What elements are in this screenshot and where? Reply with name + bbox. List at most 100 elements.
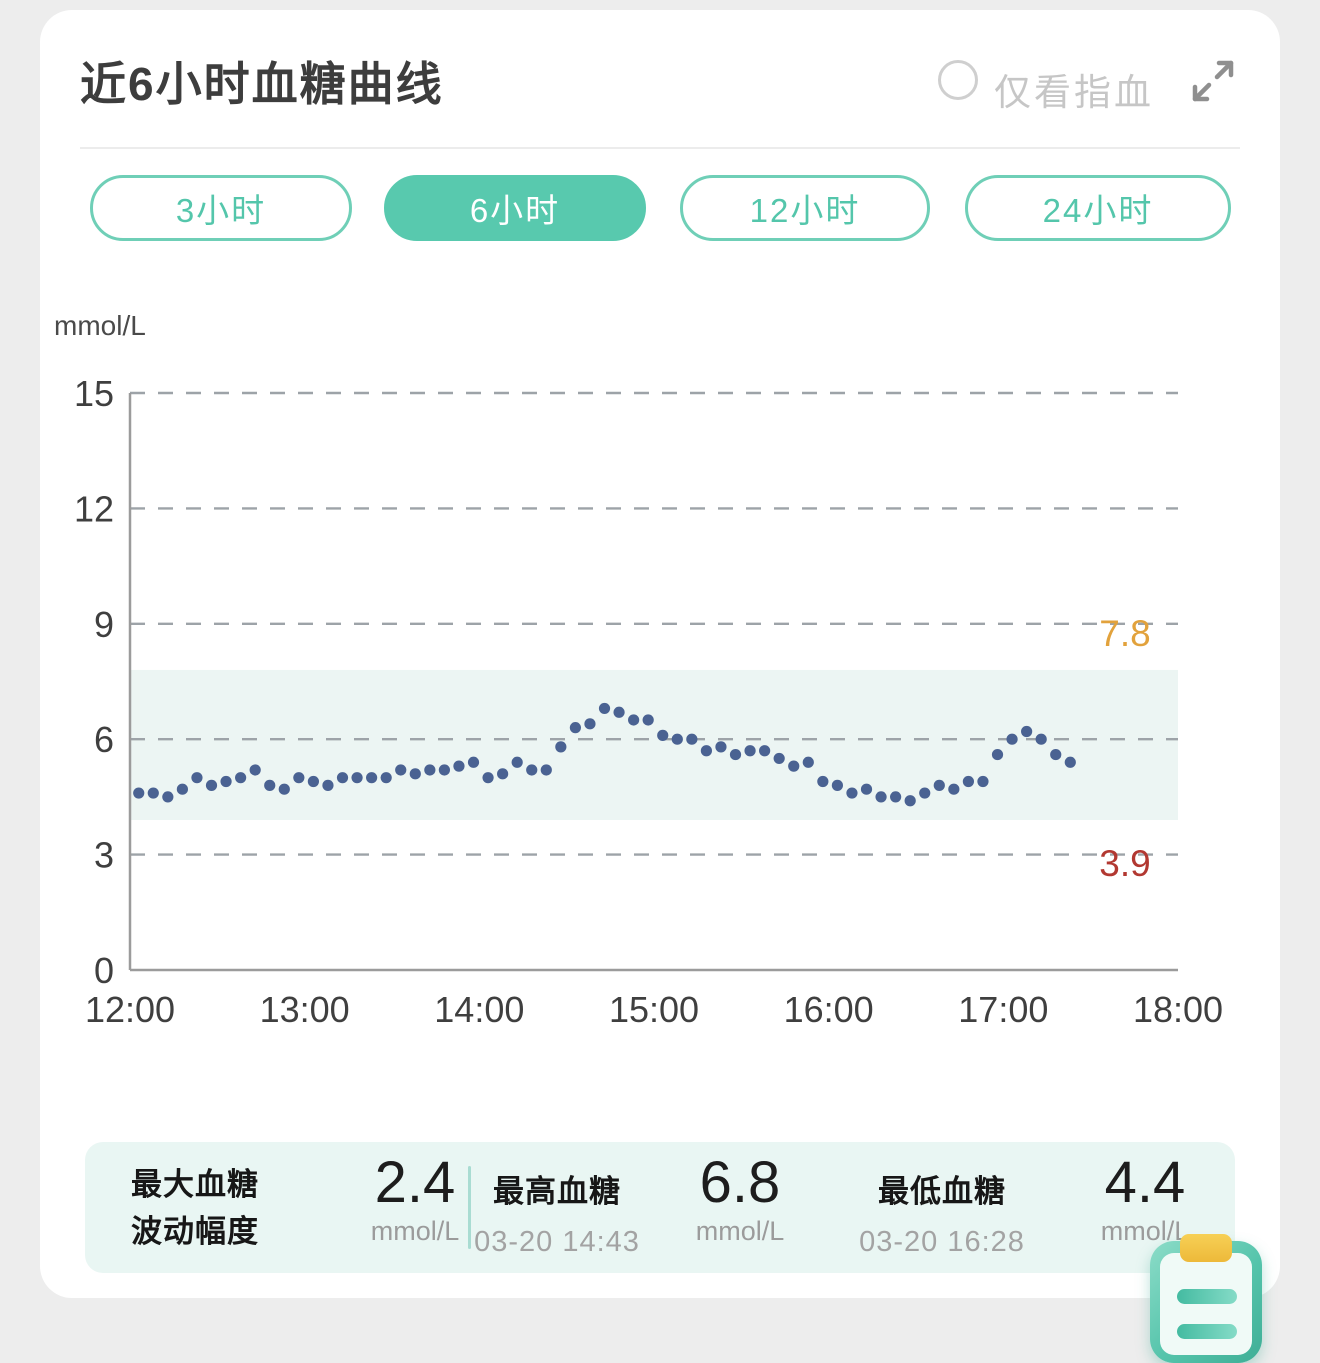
glucose-point[interactable]: [788, 760, 800, 772]
glucose-point[interactable]: [264, 779, 276, 791]
glucose-point[interactable]: [380, 772, 392, 784]
glucose-point[interactable]: [293, 772, 305, 784]
glucose-point[interactable]: [467, 756, 480, 768]
glucose-point[interactable]: [860, 783, 873, 795]
fingerstick-only-radio[interactable]: [938, 60, 978, 100]
tab-3h[interactable]: 3小时: [90, 175, 352, 241]
glucose-point[interactable]: [336, 772, 349, 784]
glucose-chart-svg: 0 3 6 9 12 15 12:00 13:00 14:00 15:00 16:00 17:00 18…: [54, 310, 1223, 1030]
glucose-point[interactable]: [569, 722, 582, 734]
glucose-point[interactable]: [278, 783, 290, 795]
glucose-point[interactable]: [715, 741, 727, 753]
lowest-timestamp: 03-20 16:28: [859, 1226, 1025, 1258]
glucose-point[interactable]: [671, 733, 683, 745]
glucose-point[interactable]: [759, 745, 771, 757]
glucose-point[interactable]: [1035, 733, 1047, 745]
glucose-point[interactable]: [497, 768, 509, 780]
fingerstick-only-label[interactable]: 仅看指血: [994, 72, 1154, 113]
glucose-point[interactable]: [598, 702, 611, 715]
tab-24h[interactable]: 24小时: [965, 175, 1231, 241]
glucose-point[interactable]: [409, 768, 421, 780]
glucose-point[interactable]: [977, 775, 989, 788]
glucose-point[interactable]: [875, 791, 887, 803]
glucose-point[interactable]: [628, 714, 640, 726]
glucose-point[interactable]: [831, 779, 844, 791]
glucose-point[interactable]: [235, 772, 247, 784]
glucose-point[interactable]: [176, 783, 188, 795]
glucose-point[interactable]: [948, 783, 960, 795]
low-threshold-label: 3.9: [1099, 843, 1150, 884]
glucose-point[interactable]: [307, 775, 319, 788]
glucose-point[interactable]: [773, 752, 785, 765]
glucose-point[interactable]: [205, 779, 218, 791]
glucose-point[interactable]: [584, 718, 596, 730]
y-tick-label: 6: [94, 719, 114, 760]
target-range-band: [130, 669, 1178, 820]
x-tick-label: 13:00: [260, 989, 350, 1030]
glucose-point[interactable]: [802, 756, 814, 768]
expand-icon[interactable]: [1188, 56, 1238, 106]
glucose-point[interactable]: [555, 741, 567, 753]
glucose-point[interactable]: [147, 787, 159, 799]
clipboard-icon: [1160, 1253, 1252, 1355]
glucose-point[interactable]: [540, 764, 552, 776]
fluctuation-value: 2.4: [374, 1150, 456, 1215]
tab-12h[interactable]: 12小时: [680, 175, 930, 241]
x-tick-label: 18:00: [1133, 989, 1223, 1030]
glucose-point[interactable]: [919, 787, 931, 799]
glucose-point[interactable]: [1021, 725, 1033, 738]
glucose-point[interactable]: [191, 772, 203, 784]
glucose-point[interactable]: [133, 787, 145, 799]
highest-unit: mmol/L: [695, 1216, 785, 1246]
header-divider: [80, 147, 1240, 149]
x-tick-label: 15:00: [609, 989, 699, 1030]
glucose-point[interactable]: [686, 733, 698, 745]
glucose-point[interactable]: [526, 764, 538, 776]
glucose-point[interactable]: [511, 756, 523, 768]
glucose-point[interactable]: [220, 775, 232, 788]
glucose-point[interactable]: [846, 787, 858, 799]
y-tick-label: 3: [94, 835, 114, 876]
stat-lowest-value: 4.4 mmol/L: [1060, 1152, 1230, 1247]
report-fab[interactable]: [1150, 1234, 1262, 1363]
glucose-point[interactable]: [657, 729, 669, 741]
glucose-point[interactable]: [482, 772, 494, 784]
glucose-point[interactable]: [904, 795, 916, 807]
glucose-point[interactable]: [162, 791, 174, 803]
stat-highest-value: 6.8 mmol/L: [655, 1152, 825, 1247]
tab-6h[interactable]: 6小时: [384, 175, 646, 241]
stats-panel: 最大血糖 波动幅度 2.4 mmol/L 最高血糖 03-20 14:43 6.…: [85, 1142, 1235, 1273]
y-axis-unit-label: mmol/L: [54, 310, 146, 341]
glucose-point[interactable]: [366, 772, 378, 784]
glucose-point[interactable]: [395, 764, 407, 776]
glucose-point[interactable]: [453, 760, 465, 772]
glucose-point[interactable]: [962, 775, 975, 788]
glucose-point[interactable]: [933, 779, 945, 791]
glucose-point[interactable]: [322, 779, 334, 791]
glucose-point[interactable]: [817, 775, 829, 788]
lowest-value: 4.4: [1104, 1150, 1186, 1215]
x-tick-label: 14:00: [434, 989, 524, 1030]
glucose-point[interactable]: [729, 748, 742, 761]
glucose-point[interactable]: [890, 791, 902, 803]
y-tick-label: 0: [94, 950, 114, 991]
glucose-point[interactable]: [1006, 733, 1018, 745]
y-tick-label: 12: [74, 488, 114, 529]
glucose-point[interactable]: [1050, 748, 1062, 761]
glucose-point[interactable]: [642, 714, 654, 726]
glucose-point[interactable]: [613, 706, 625, 718]
glucose-point[interactable]: [438, 764, 450, 776]
page-title: 近6小时血糖曲线: [80, 58, 444, 110]
glucose-point[interactable]: [700, 745, 713, 757]
stats-divider: [468, 1166, 471, 1249]
x-tick-label: 16:00: [784, 989, 874, 1030]
y-tick-label: 9: [94, 604, 114, 645]
glucose-point[interactable]: [249, 764, 261, 776]
glucose-point[interactable]: [991, 748, 1004, 761]
glucose-point[interactable]: [351, 772, 363, 784]
glucose-point[interactable]: [744, 745, 756, 757]
glucose-point[interactable]: [424, 764, 436, 776]
stat-fluctuation-value: 2.4 mmol/L: [330, 1152, 500, 1247]
fluctuation-unit: mmol/L: [370, 1216, 460, 1246]
glucose-point[interactable]: [1064, 756, 1076, 768]
